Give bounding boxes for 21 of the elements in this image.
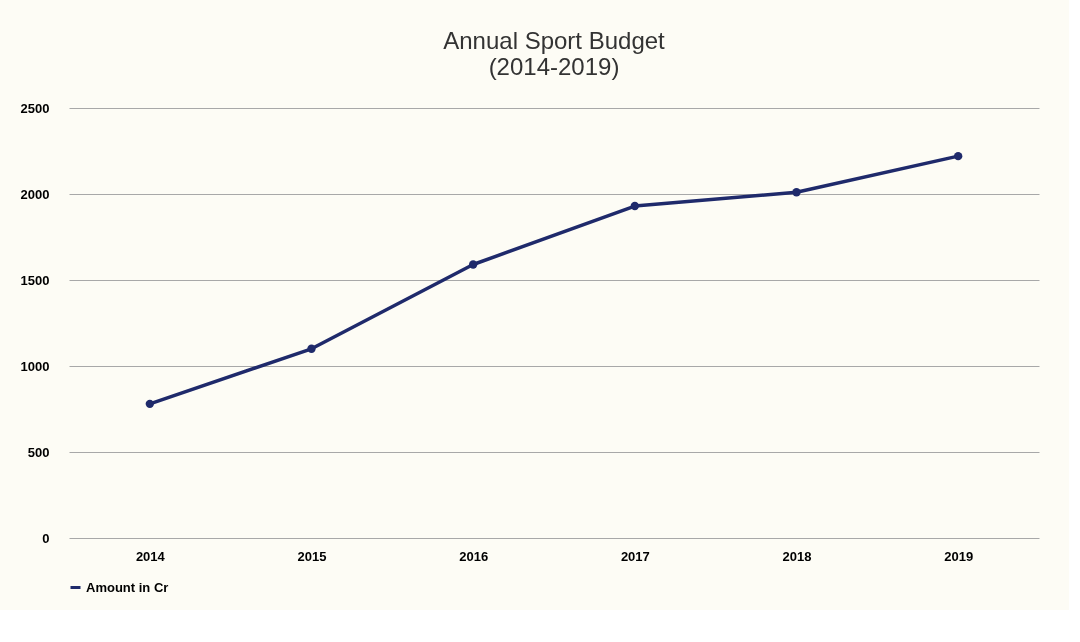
text: Annual Sport Budget (443, 27, 665, 54)
x-tick-label: 2015 (297, 548, 327, 564)
x-tick-label: 2018 (782, 548, 812, 564)
y-tick-label: 2500 (20, 100, 50, 116)
point (307, 344, 316, 353)
x-tick-label: 2014 (135, 548, 166, 564)
x-tick-label: 2017 (620, 548, 650, 564)
y-tick-label: 2000 (20, 186, 50, 202)
point (468, 260, 478, 269)
y-tick-label: 1000 (20, 358, 50, 374)
point (630, 201, 640, 211)
y-tick-label: 0 (42, 530, 50, 546)
point (953, 151, 963, 161)
y-tick-label: 500 (27, 444, 50, 460)
x-tick-label: 2019 (944, 548, 974, 564)
point (792, 188, 801, 197)
legend-label: Amount in Cr (86, 579, 169, 595)
x-tick-label: 2016 (459, 548, 489, 564)
point (145, 399, 155, 409)
y-tick-label: 1500 (20, 272, 50, 288)
text: (2014-2019) (488, 53, 620, 80)
